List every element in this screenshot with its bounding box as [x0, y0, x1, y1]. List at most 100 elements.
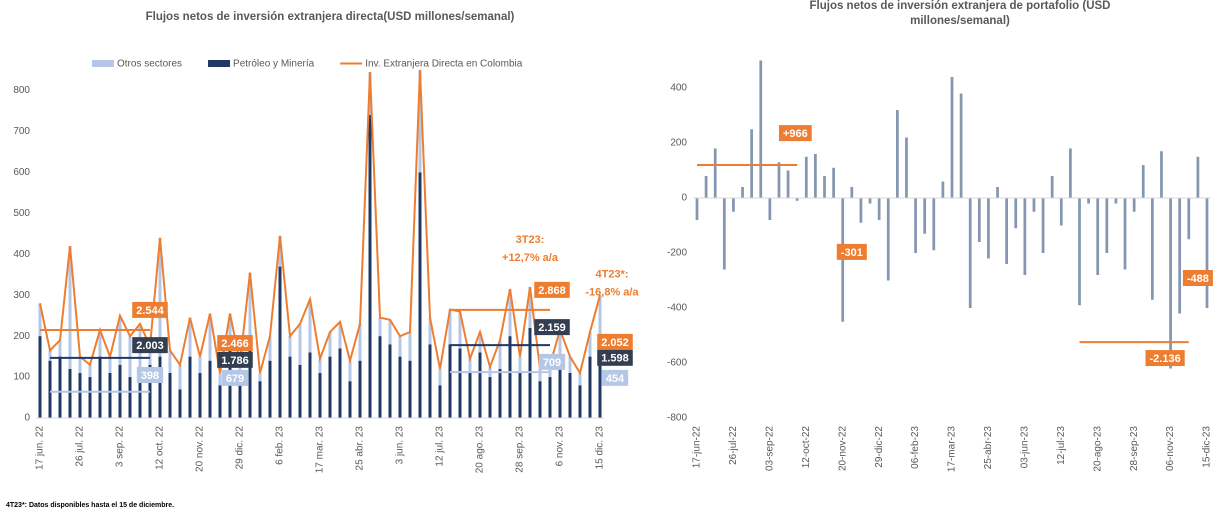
- bar-segment: [538, 368, 542, 382]
- bar: [886, 198, 890, 281]
- bar-segment: [418, 172, 422, 418]
- bar-segment: [48, 350, 52, 361]
- bar-segment: [288, 336, 292, 357]
- bar-segment: [38, 303, 42, 337]
- bar-segment: [178, 364, 182, 390]
- bar-segment: [528, 286, 532, 328]
- bar: [1205, 198, 1209, 308]
- bar: [786, 170, 790, 198]
- bar-segment: [298, 364, 302, 418]
- x-tick-label: 6 feb. 23: [275, 426, 286, 465]
- bar: [759, 60, 763, 198]
- bar-segment: [518, 372, 522, 418]
- bar: [877, 198, 881, 220]
- annotation-box: [597, 349, 633, 366]
- annotation-box: [132, 337, 168, 354]
- bar-segment: [218, 372, 222, 386]
- y-tick-label: -200: [667, 248, 687, 259]
- bar: [804, 156, 808, 198]
- chart-title: Flujos netos de inversión extranjera de …: [810, 0, 1111, 12]
- bar-segment: [468, 358, 472, 373]
- x-tick-label: 12 oct. 22: [155, 426, 166, 470]
- bar: [868, 198, 872, 204]
- bar-segment: [148, 346, 152, 365]
- annotation-box: [538, 353, 566, 370]
- bar: [1132, 198, 1136, 212]
- annotation-note: 3T23:: [516, 234, 545, 246]
- y-tick-label: 400: [670, 83, 687, 94]
- bar-segment: [208, 313, 212, 361]
- bar-segment: [218, 385, 222, 418]
- bar: [941, 181, 945, 198]
- y-tick-label: 400: [13, 249, 30, 260]
- x-tick-label: 6 nov. 23: [555, 426, 566, 467]
- bar-segment: [198, 372, 202, 418]
- bar: [1050, 176, 1054, 198]
- bar-segment: [208, 360, 212, 418]
- bar-segment: [418, 70, 422, 173]
- bar: [823, 176, 826, 198]
- bar-segment: [468, 372, 472, 418]
- bar: [1041, 198, 1045, 253]
- bar-segment: [428, 344, 432, 418]
- bar: [1105, 198, 1109, 253]
- annotation-text: 2.052: [601, 337, 629, 349]
- x-tick-label: 28-sep-23: [1129, 426, 1140, 471]
- annotation-text: -2.136: [1150, 353, 1181, 365]
- bar: [741, 187, 744, 198]
- bar-segment: [278, 266, 282, 418]
- bar-segment: [318, 358, 322, 373]
- y-tick-label: 600: [13, 167, 30, 178]
- bar-segment: [158, 356, 162, 418]
- bar: [977, 198, 981, 242]
- bar-segment: [58, 356, 62, 418]
- bar: [750, 129, 754, 198]
- bar-segment: [398, 356, 402, 418]
- bar: [704, 176, 708, 198]
- x-tick-label: 06-nov-23: [1165, 426, 1176, 471]
- legend-swatch: [92, 60, 114, 67]
- bar-segment: [388, 344, 392, 418]
- annotation-box: [534, 319, 570, 336]
- bar-segment: [478, 332, 482, 353]
- annotation-text: -301: [841, 247, 863, 259]
- x-tick-label: 17 jun. 22: [35, 426, 46, 470]
- bar-segment: [388, 319, 392, 345]
- chart-title: Flujos netos de inversión extranjera dir…: [146, 11, 515, 23]
- legend-swatch: [208, 60, 231, 67]
- x-tick-label: 12 jul. 23: [435, 426, 446, 467]
- annotation-text: 398: [141, 370, 159, 382]
- bar: [713, 148, 717, 198]
- y-tick-label: 0: [24, 413, 30, 424]
- annotation-text: 709: [543, 357, 561, 369]
- bar-segment: [348, 360, 352, 382]
- x-tick-label: 03-jun-23: [1019, 426, 1030, 469]
- bar-segment: [538, 381, 542, 418]
- x-tick-label: 3 jun. 23: [395, 426, 406, 465]
- x-tick-label: 20-nov-22: [837, 426, 848, 471]
- bar-segment: [408, 360, 412, 418]
- annotation-text: 2.466: [221, 338, 249, 350]
- bar-segment: [158, 237, 162, 357]
- bar-segment: [318, 372, 322, 418]
- bar-segment: [68, 368, 72, 418]
- bar-segment: [108, 356, 112, 373]
- bar: [832, 167, 835, 198]
- bar-segment: [568, 372, 572, 418]
- bar-segment: [348, 381, 352, 418]
- annotation-text: 2.159: [538, 322, 566, 334]
- bar-segment: [548, 377, 552, 418]
- bar-segment: [598, 295, 602, 353]
- bar-segment: [248, 272, 252, 337]
- x-tick-label: 03-sep-22: [764, 426, 775, 471]
- annotation-box: [597, 333, 633, 350]
- bar-segment: [278, 235, 282, 267]
- bar-segment: [488, 377, 492, 418]
- y-tick-label: 800: [13, 85, 30, 96]
- bar: [814, 154, 817, 198]
- bar-segment: [378, 317, 382, 337]
- bar: [1059, 198, 1063, 226]
- annotation-box: [1182, 270, 1213, 287]
- bar-segment: [378, 336, 382, 418]
- y-tick-label: 100: [13, 372, 30, 383]
